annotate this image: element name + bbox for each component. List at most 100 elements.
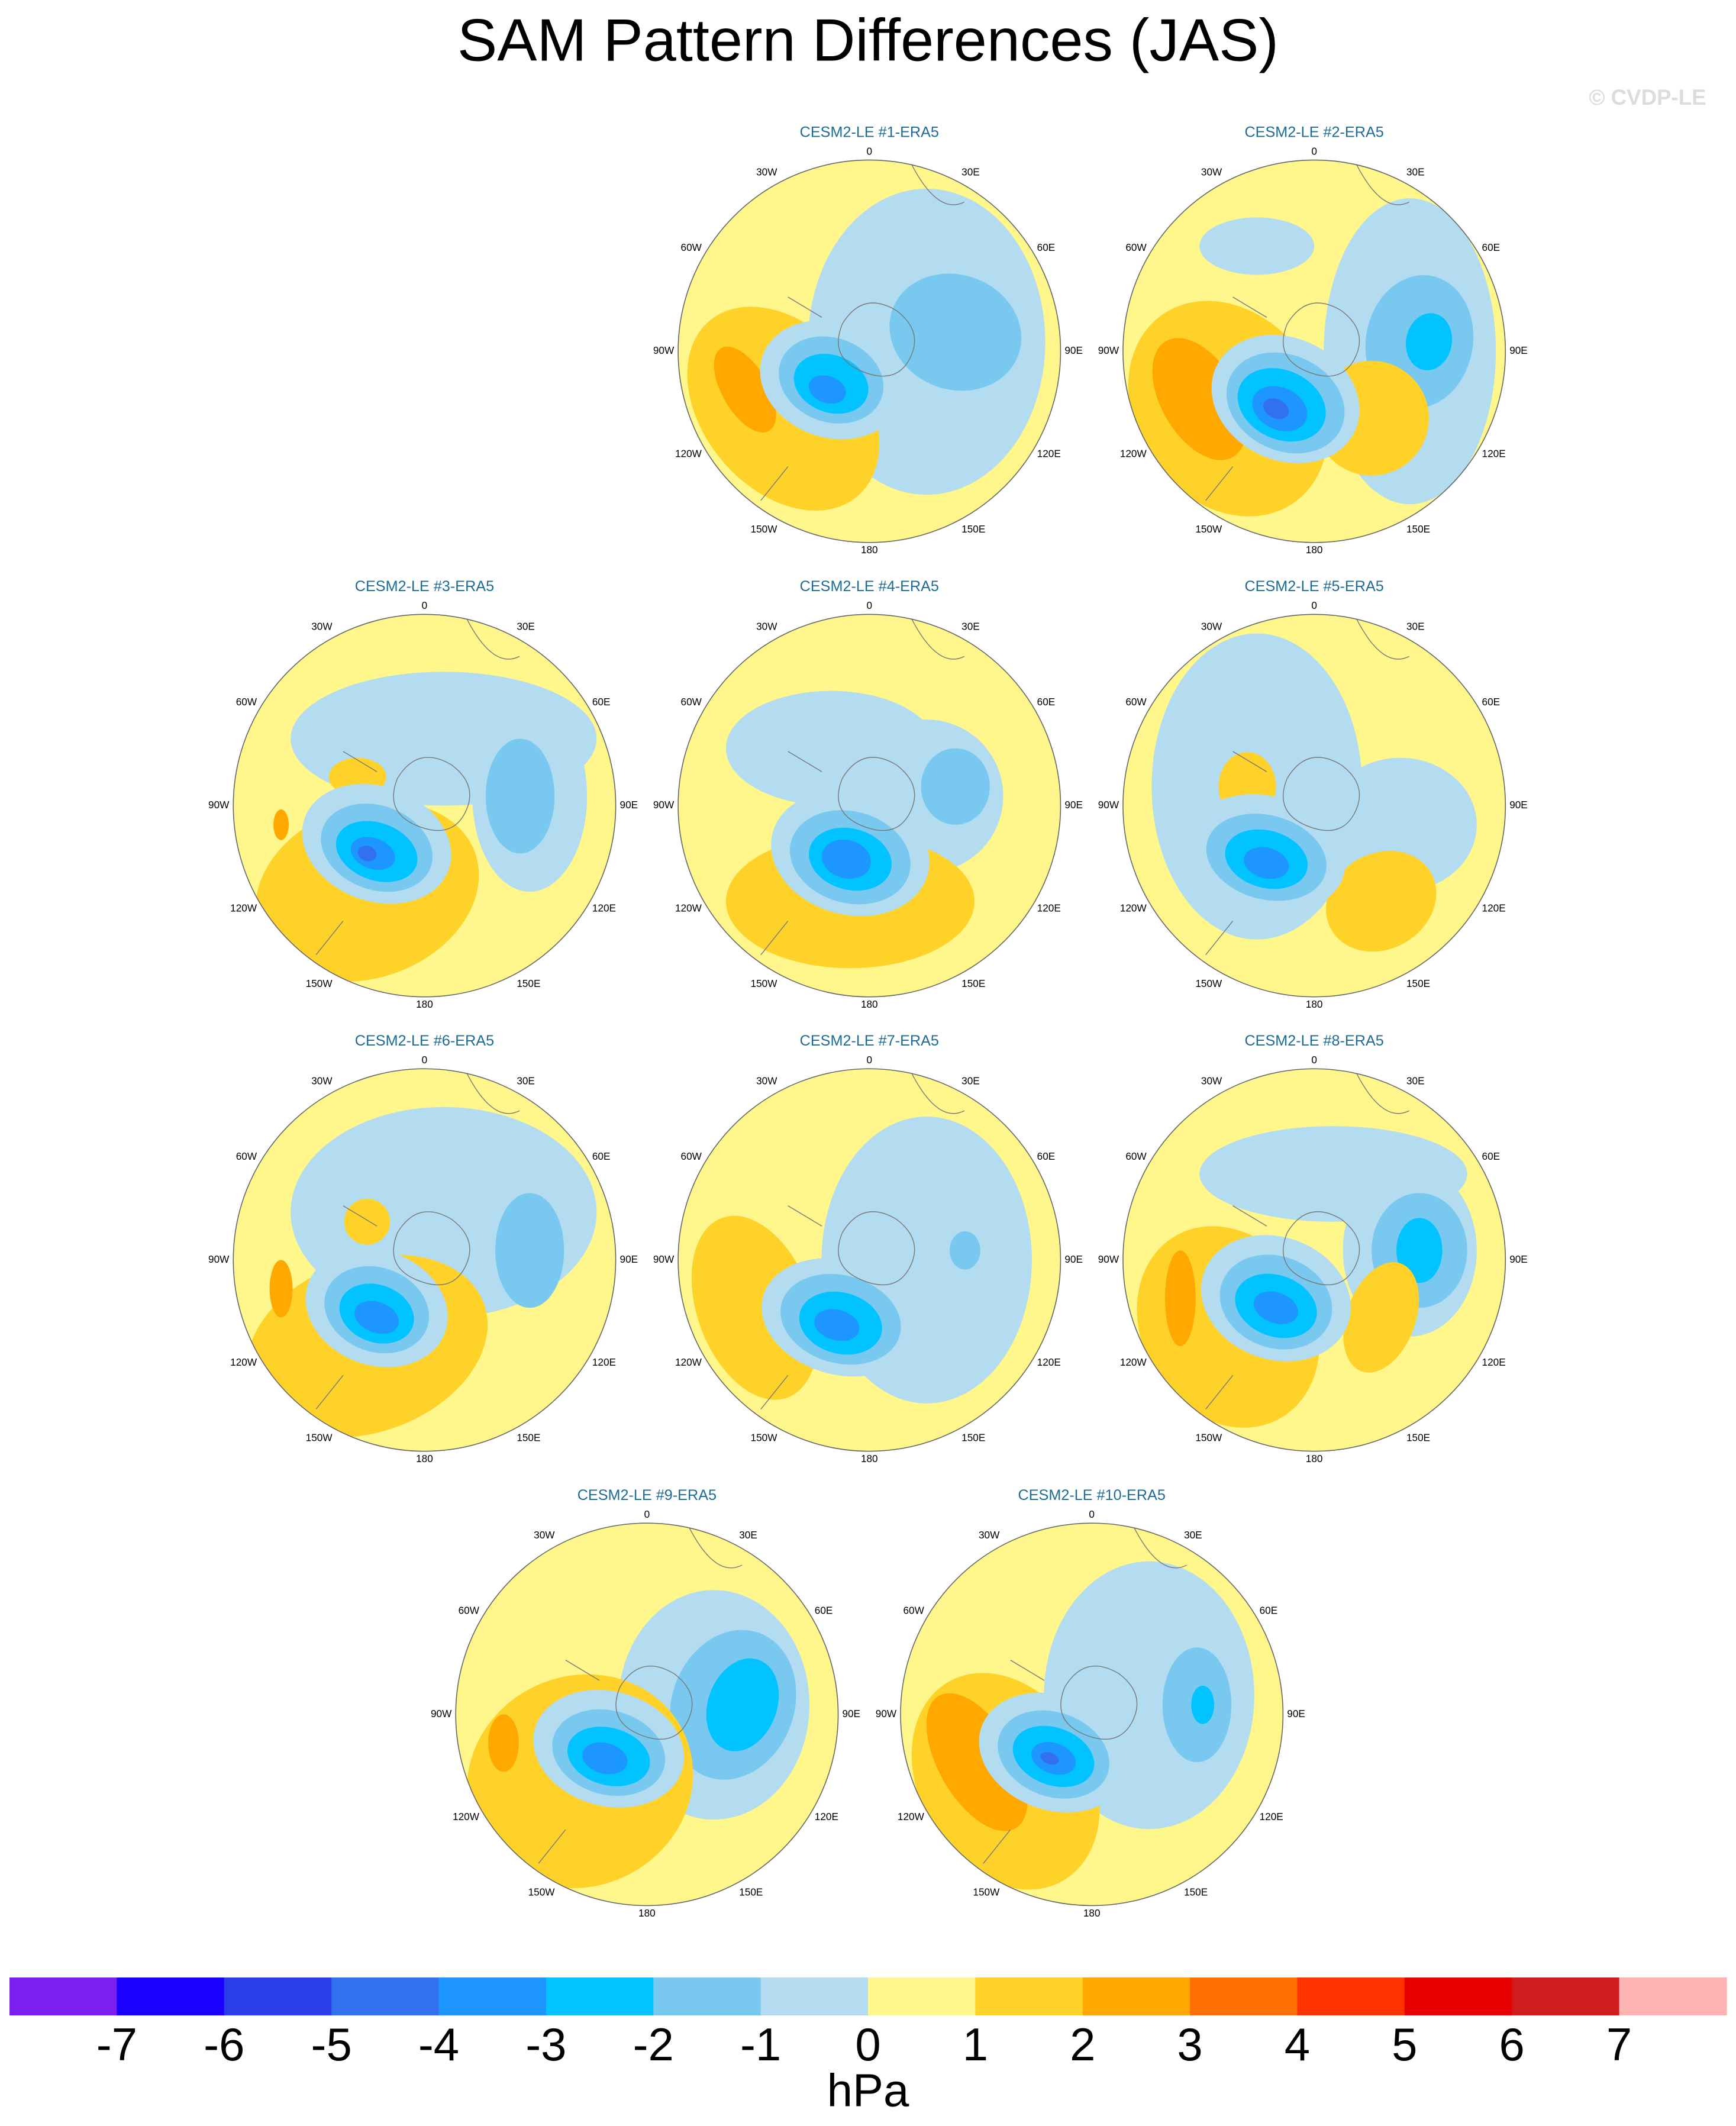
- longitude-label: 90W: [208, 1253, 230, 1265]
- contour-region: [1326, 851, 1437, 952]
- longitude-label: 90E: [842, 1708, 860, 1719]
- longitude-label: 120W: [675, 1356, 702, 1368]
- contour-region: [269, 1260, 293, 1318]
- colorbar-unit: hPa: [827, 2064, 909, 2117]
- contour-field: [1122, 160, 1506, 543]
- longitude-label: 120W: [1120, 902, 1147, 914]
- map-panel: CESM2-LE #1-ERA5 0 30E 60E 90E 120E 150E 180 150…: [653, 124, 1083, 556]
- colorbar-box: [1404, 1977, 1512, 2016]
- longitude-label: 90W: [653, 344, 675, 356]
- watermark: © CVDP-LE: [1589, 85, 1706, 109]
- longitude-label: 0: [422, 1054, 428, 1066]
- map-border: [677, 1068, 1061, 1452]
- longitude-label: 150W: [751, 523, 778, 535]
- panel-title: CESM2-LE #10-ERA5: [1018, 1487, 1166, 1504]
- contour-region: [1165, 1250, 1196, 1346]
- longitude-label: 0: [867, 1054, 873, 1066]
- longitude-label: 120E: [1037, 447, 1061, 459]
- map-border: [1122, 614, 1506, 998]
- longitude-label: 90E: [620, 799, 638, 811]
- map-panel: CESM2-LE #4-ERA5 0 30E 60E 90E 120E 150E 180 150…: [653, 578, 1083, 1010]
- longitude-label: 180: [638, 1907, 656, 1919]
- longitude-label: 120W: [230, 902, 257, 914]
- map-border: [1122, 1068, 1506, 1452]
- contour-field: [1122, 614, 1506, 997]
- longitude-label: 120E: [1482, 447, 1506, 459]
- longitude-label: 150W: [306, 977, 333, 989]
- longitude-label: 0: [644, 1508, 650, 1520]
- longitude-label: 60E: [592, 696, 611, 708]
- contour-region: [714, 346, 776, 433]
- colorbar-tick-label: 5: [1392, 2018, 1417, 2070]
- map-panel: CESM2-LE #3-ERA5 0 30E 60E 90E 120E 150E 180 150…: [208, 578, 638, 1010]
- longitude-label: 30W: [756, 620, 777, 632]
- panel-title: CESM2-LE #9-ERA5: [577, 1487, 717, 1504]
- contour-region: [921, 748, 990, 825]
- colorbar-box: [868, 1977, 976, 2016]
- longitude-label: 60W: [459, 1605, 480, 1617]
- longitude-label: 60E: [1482, 241, 1501, 253]
- longitude-label: 120E: [815, 1811, 838, 1822]
- longitude-label: 0: [1311, 1054, 1317, 1066]
- colorbar-tick-label: 6: [1499, 2018, 1525, 2070]
- longitude-label: 90E: [1064, 1253, 1083, 1265]
- colorbar-tick-label: 2: [1070, 2018, 1095, 2070]
- panel-title: CESM2-LE #4-ERA5: [800, 578, 939, 595]
- longitude-label: 150E: [961, 977, 985, 989]
- colorbar-tick-label: -7: [96, 2018, 137, 2070]
- longitude-label: 150E: [1406, 523, 1430, 535]
- longitude-label: 30W: [1201, 620, 1222, 632]
- longitude-label: 30W: [756, 1075, 777, 1086]
- longitude-label: 90E: [620, 1253, 638, 1265]
- longitude-label: 90E: [1509, 1253, 1528, 1265]
- longitude-label: 150W: [751, 977, 778, 989]
- longitude-label: 90E: [1287, 1708, 1305, 1719]
- coastline: [1205, 1070, 1409, 1410]
- longitude-label: 180: [1306, 544, 1323, 556]
- longitude-label: 180: [1306, 1453, 1323, 1464]
- longitude-label: 150W: [528, 1886, 556, 1898]
- longitude-label: 30W: [534, 1529, 555, 1541]
- longitude-label: 60E: [1037, 1150, 1056, 1162]
- map-panel: CESM2-LE #6-ERA5 0 30E 60E 90E 120E 150E 180 150…: [208, 1033, 638, 1464]
- longitude-label: 120E: [592, 1356, 616, 1368]
- contour-region: [1396, 1218, 1443, 1283]
- longitude-label: 60W: [236, 1150, 257, 1162]
- longitude-label: 60W: [1125, 696, 1147, 708]
- contour-region: [354, 1301, 399, 1334]
- colorbar-box: [1190, 1977, 1298, 2016]
- longitude-label: 120W: [1120, 1356, 1147, 1368]
- longitude-label: 60W: [1125, 1150, 1147, 1162]
- longitude-label: 30E: [961, 166, 980, 178]
- coastline: [760, 615, 965, 956]
- coastline: [983, 1524, 1187, 1864]
- contour-region: [582, 1742, 628, 1775]
- longitude-label: 30W: [1201, 166, 1222, 178]
- map-border: [455, 1522, 839, 1906]
- longitude-label: 30W: [756, 166, 777, 178]
- longitude-label: 150E: [1406, 1432, 1430, 1444]
- contour-field: [678, 614, 1061, 997]
- colorbar-box: [975, 1977, 1083, 2016]
- longitude-label: 90W: [876, 1708, 897, 1719]
- longitude-label: 60W: [903, 1605, 924, 1617]
- colorbar-box: [1512, 1977, 1620, 2016]
- longitude-label: 90W: [1098, 1253, 1119, 1265]
- longitude-label: 90W: [208, 799, 230, 811]
- longitude-label: 60W: [1125, 241, 1147, 253]
- longitude-label: 120E: [1037, 902, 1061, 914]
- longitude-label: 180: [1083, 1907, 1101, 1919]
- colorbar-tick-label: -2: [633, 2018, 674, 2070]
- map-border: [900, 1522, 1284, 1906]
- longitude-label: 30W: [311, 620, 333, 632]
- longitude-label: 180: [861, 998, 878, 1010]
- longitude-label: 120W: [230, 1356, 257, 1368]
- map-border: [677, 614, 1061, 998]
- longitude-label: 60E: [1482, 696, 1501, 708]
- longitude-label: 120E: [592, 902, 616, 914]
- longitude-label: 60W: [236, 696, 257, 708]
- longitude-label: 120E: [1482, 902, 1506, 914]
- colorbar-box: [1297, 1977, 1405, 2016]
